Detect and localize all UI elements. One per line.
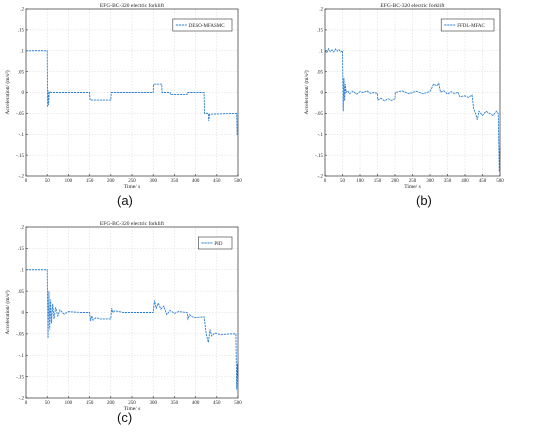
y-tick-label: -.2 — [318, 175, 324, 180]
legend-label: PID — [214, 242, 222, 247]
x-tick-label: 250 — [128, 401, 136, 406]
y-tick-label: .1 — [20, 268, 24, 273]
plot-frame — [25, 226, 239, 399]
y-tick-label: .15 — [317, 29, 324, 34]
y-tick-label: -.05 — [16, 112, 24, 117]
x-axis-label: Time/ s — [124, 184, 140, 190]
x-tick-label: 200 — [391, 179, 399, 184]
x-tick-label: 0 — [25, 401, 28, 406]
legend-box — [172, 18, 233, 32]
y-tick-label: -.05 — [16, 333, 24, 338]
x-tick-label: 150 — [86, 401, 94, 406]
x-tick-label: 500 — [234, 179, 242, 184]
y-tick-label: .2 — [20, 226, 24, 231]
x-tick-label: 50 — [45, 401, 51, 406]
y-tick-label: .1 — [20, 49, 24, 54]
x-tick-label: 400 — [192, 401, 200, 406]
y-tick-label: .05 — [18, 290, 25, 295]
x-tick-label: 250 — [128, 179, 136, 184]
chart-title: EFG-BC-320 electric forklift — [100, 2, 165, 9]
x-axis-label: Time/ s — [404, 184, 420, 190]
y-tick-label: -.15 — [16, 375, 24, 380]
chart-panel-a: 0 50 100 150 200 250 300 350 400 450 500 -.2 -.15 -.1… — [4, 2, 242, 190]
chart-panel-b: 0 50 100 150 200 250 300 350 400 450 500 -.2 -.15 -.1… — [303, 2, 504, 190]
x-tick-label: 400 — [461, 179, 469, 184]
y-tick-label: 0 — [321, 91, 324, 96]
y-tick-label: -.1 — [19, 354, 25, 359]
y-tick-label: -.2 — [19, 397, 25, 402]
x-tick-label: 350 — [444, 179, 452, 184]
series-line — [26, 269, 239, 390]
x-tick-label: 0 — [25, 179, 28, 184]
y-tick-label: -.1 — [318, 133, 324, 138]
y-tick-label: .2 — [319, 8, 323, 13]
x-tick-label: 100 — [356, 179, 364, 184]
x-axis-label: Time/ s — [124, 406, 140, 412]
y-axis-label: Acceleration/ (m/s²) — [4, 70, 11, 114]
x-tick-label: 300 — [426, 179, 434, 184]
y-tick-label: -.1 — [19, 133, 25, 138]
x-tick-label: 200 — [107, 179, 115, 184]
legend-box — [198, 236, 233, 250]
y-tick-label: .05 — [317, 70, 324, 75]
legend-box — [440, 18, 495, 32]
y-tick-label: .1 — [319, 49, 323, 54]
series-line — [324, 47, 501, 172]
x-tick-label: 200 — [107, 401, 115, 406]
panel-label-c: (c) — [117, 410, 133, 425]
y-axis-label: Acceleration/ (m/s²) — [303, 70, 310, 114]
plot-frame — [324, 8, 501, 177]
series-line — [26, 50, 238, 135]
x-tick-label: 400 — [192, 179, 200, 184]
x-tick-label: 350 — [171, 401, 179, 406]
chart-panel-c: 0 50 100 150 200 250 300 350 400 450 500 -.2 -.15 -.1… — [4, 220, 242, 412]
y-tick-label: -.15 — [315, 154, 323, 159]
x-tick-label: 300 — [149, 401, 157, 406]
x-tick-label: 450 — [479, 179, 487, 184]
x-tick-label: 500 — [234, 401, 242, 406]
panel-label-a: (a) — [117, 193, 133, 208]
chart-title: EFG-BC-320 electric forklift — [100, 220, 165, 227]
x-tick-label: 100 — [65, 401, 73, 406]
y-tick-label: -.05 — [315, 112, 323, 117]
y-tick-label: 0 — [22, 91, 25, 96]
y-tick-label: .15 — [18, 29, 25, 34]
plot-frame — [25, 8, 239, 177]
x-tick-label: 450 — [213, 401, 221, 406]
x-tick-label: 150 — [86, 179, 94, 184]
y-tick-label: .2 — [20, 8, 24, 13]
y-tick-label: .05 — [18, 70, 25, 75]
x-tick-label: 300 — [149, 179, 157, 184]
x-tick-label: 250 — [409, 179, 417, 184]
y-tick-label: -.2 — [19, 175, 25, 180]
x-tick-label: 450 — [213, 179, 221, 184]
x-tick-label: 350 — [171, 179, 179, 184]
legend-label: DESO-MFASMC — [189, 24, 225, 29]
panel-label-b: (b) — [416, 193, 432, 208]
y-axis-label: Acceleration/ (m/s²) — [4, 290, 11, 334]
x-tick-label: 50 — [45, 179, 51, 184]
x-tick-label: 500 — [496, 179, 504, 184]
x-tick-label: 50 — [340, 179, 346, 184]
y-tick-label: 0 — [22, 311, 25, 316]
x-tick-label: 0 — [324, 179, 327, 184]
x-tick-label: 100 — [65, 179, 73, 184]
chart-title: EFG-BC-320 electric forklift — [380, 2, 445, 9]
y-tick-label: -.15 — [16, 154, 24, 159]
x-tick-label: 150 — [374, 179, 382, 184]
y-tick-label: .15 — [18, 247, 25, 252]
legend-label: FFDL-MFAC — [457, 24, 485, 29]
